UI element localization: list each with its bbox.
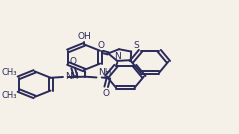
Text: OH: OH (77, 32, 91, 41)
Text: O: O (103, 89, 110, 98)
Text: NH: NH (65, 72, 78, 81)
Text: S: S (133, 41, 139, 50)
Text: CH₃: CH₃ (1, 91, 17, 100)
Text: CH₃: CH₃ (1, 68, 17, 77)
Text: NH: NH (98, 68, 112, 77)
Text: O: O (69, 57, 76, 66)
Text: N: N (114, 52, 121, 61)
Text: O: O (98, 41, 105, 50)
